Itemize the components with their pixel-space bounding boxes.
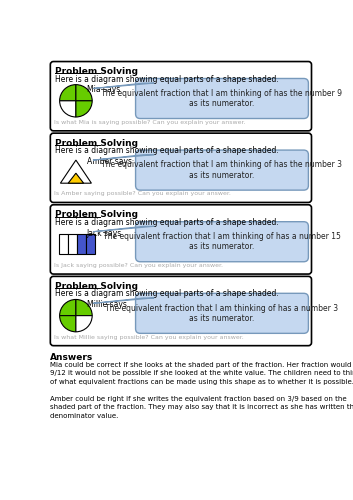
Text: Here is a diagram showing equal parts of a shape shaded.: Here is a diagram showing equal parts of… [55, 146, 279, 155]
Wedge shape [60, 316, 76, 332]
Text: Is what Mia is saying possible? Can you explain your answer.: Is what Mia is saying possible? Can you … [54, 120, 246, 124]
FancyBboxPatch shape [50, 62, 311, 131]
Wedge shape [76, 101, 92, 117]
FancyBboxPatch shape [50, 133, 311, 202]
Text: Jack says: Jack says [87, 228, 122, 237]
Text: Here is a diagram showing equal parts of a shape shaded.: Here is a diagram showing equal parts of… [55, 290, 279, 298]
Bar [59, 234, 68, 254]
Wedge shape [76, 84, 92, 101]
Text: Here is a diagram showing equal parts of a shape shaded.: Here is a diagram showing equal parts of… [55, 74, 279, 84]
Polygon shape [93, 298, 154, 304]
Text: Problem Solving: Problem Solving [55, 210, 138, 219]
Text: Problem Solving: Problem Solving [55, 282, 138, 291]
Bar [68, 234, 77, 254]
Polygon shape [68, 173, 84, 183]
Polygon shape [93, 154, 154, 160]
Text: The equivalent fraction that I am thinking of has the number 9
as its numerator.: The equivalent fraction that I am thinki… [102, 89, 342, 108]
Text: Mia says: Mia says [87, 86, 120, 94]
Text: The equivalent fraction that I am thinking of has the number 3
as its numerator.: The equivalent fraction that I am thinki… [102, 160, 342, 180]
Bar [77, 234, 85, 254]
FancyBboxPatch shape [136, 294, 309, 334]
Text: The equivalent fraction that I am thinking of has a number 3
as its numerator.: The equivalent fraction that I am thinki… [106, 304, 339, 323]
Polygon shape [60, 160, 91, 183]
Text: Is Amber saying possible? Can you explain your answer.: Is Amber saying possible? Can you explai… [54, 192, 231, 196]
Text: Answers: Answers [50, 354, 94, 362]
Wedge shape [76, 316, 92, 332]
Wedge shape [60, 101, 76, 117]
FancyBboxPatch shape [136, 222, 309, 262]
Text: Problem Solving: Problem Solving [55, 138, 138, 147]
Text: Mia could be correct if she looks at the shaded part of the fraction. Her fracti: Mia could be correct if she looks at the… [50, 362, 353, 419]
FancyBboxPatch shape [136, 150, 309, 190]
Polygon shape [93, 226, 154, 232]
Wedge shape [60, 300, 76, 316]
Wedge shape [76, 300, 92, 316]
Wedge shape [60, 84, 76, 101]
Text: Is what Millie saying possible? Can you explain your answer.: Is what Millie saying possible? Can you … [54, 334, 244, 340]
Text: Amber says: Amber says [87, 157, 132, 166]
FancyBboxPatch shape [50, 205, 311, 274]
FancyBboxPatch shape [136, 78, 309, 118]
FancyBboxPatch shape [50, 276, 311, 345]
Bar [85, 234, 95, 254]
Text: Millie says: Millie says [87, 300, 127, 309]
Text: Is Jack saying possible? Can you explain your answer.: Is Jack saying possible? Can you explain… [54, 263, 223, 268]
Text: Here is a diagram showing equal parts of a shape shaded.: Here is a diagram showing equal parts of… [55, 218, 279, 227]
Polygon shape [93, 83, 154, 88]
Text: Problem Solving: Problem Solving [55, 67, 138, 76]
Text: The equivalent fraction that I am thinking of has a number 15
as its numerator.: The equivalent fraction that I am thinki… [103, 232, 341, 252]
